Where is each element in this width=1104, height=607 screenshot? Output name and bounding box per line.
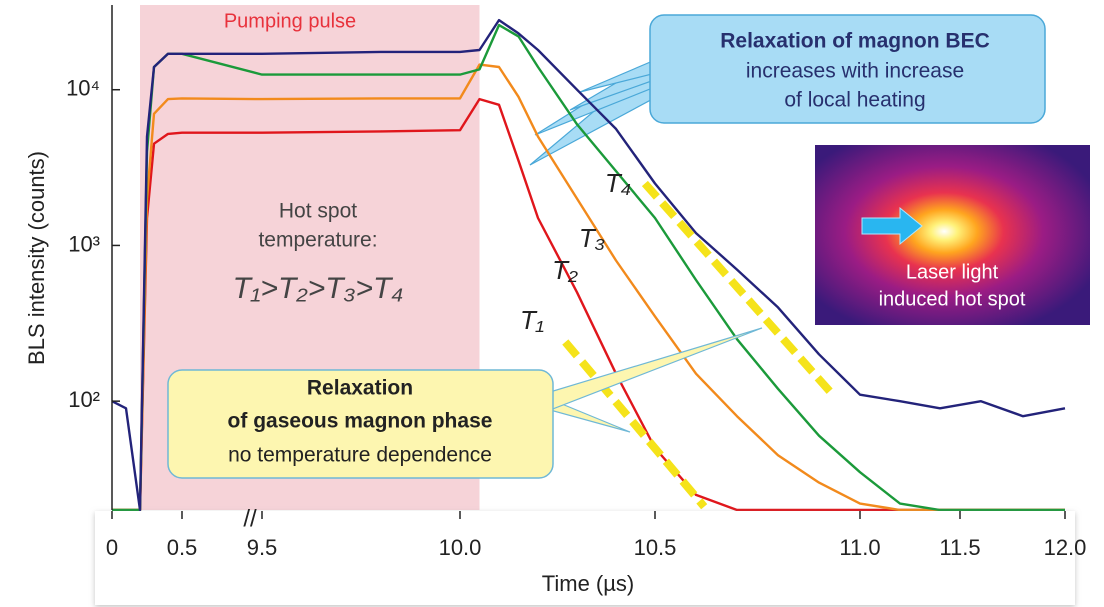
series-line xyxy=(112,97,1065,511)
axes: Time (µs) 10² 10³ 10⁴ 0 0.5 9.5 10.0 10.5 11.0 11… xyxy=(66,5,1086,596)
hot-spot-text: temperature: xyxy=(258,229,377,252)
x-tick-label: 12.0 xyxy=(1044,535,1087,560)
inset-arrow xyxy=(861,206,923,246)
temperature-order: T₁>T₂>T₃>T₄ xyxy=(233,272,404,305)
x-axis-title: Time (µs) xyxy=(542,571,635,596)
bec-box xyxy=(649,14,1046,124)
hot-spot-text: Hot spot xyxy=(279,200,357,223)
gas-box xyxy=(167,369,554,479)
x-tick-label: 0.5 xyxy=(167,535,198,560)
inset-caption: Laser light xyxy=(906,261,999,283)
bec-line: increases with increase xyxy=(746,60,964,83)
pulse-label: Pumping pulse xyxy=(224,10,356,32)
labels: Relaxation of magnon BEC increases with … xyxy=(24,10,1026,466)
y-tick-label: 10³ xyxy=(68,231,100,256)
x-axis-panel xyxy=(95,511,1075,605)
y-tick-label: 10⁴ xyxy=(66,76,100,101)
inset-caption: induced hot spot xyxy=(879,288,1026,310)
gas-line: no temperature dependence xyxy=(228,444,492,467)
x-tick-label: 10.0 xyxy=(439,535,482,560)
series-label: T₄ xyxy=(605,168,631,198)
plot-area xyxy=(112,18,1066,511)
series-label: T₃ xyxy=(579,223,605,253)
x-tick-label: 11.0 xyxy=(839,535,880,560)
fit-line xyxy=(641,180,834,395)
x-tick-label: 9.5 xyxy=(247,535,278,560)
y-tick-label: 10² xyxy=(68,387,100,412)
x-tick-label: 10.5 xyxy=(634,535,677,560)
series-label: T₂ xyxy=(552,255,578,285)
x-tick-label: 11.5 xyxy=(939,535,980,560)
bec-title: Relaxation of magnon BEC xyxy=(720,30,990,53)
callout-pointer xyxy=(539,327,763,411)
y-axis-title: BLS intensity (counts) xyxy=(24,151,49,365)
gas-line: of gaseous magnon phase xyxy=(228,410,493,433)
callouts xyxy=(167,14,1090,479)
gas-title: Relaxation xyxy=(307,377,413,400)
callouts xyxy=(529,58,661,166)
inset-image xyxy=(815,145,1090,325)
x-tick-label: 0 xyxy=(106,535,118,560)
series-label: T₁ xyxy=(520,305,544,335)
fit-line xyxy=(562,339,708,510)
series-line xyxy=(112,18,1066,511)
series-line xyxy=(112,63,1065,511)
axis-break: // xyxy=(243,505,257,532)
bec-line: of local heating xyxy=(784,89,925,112)
